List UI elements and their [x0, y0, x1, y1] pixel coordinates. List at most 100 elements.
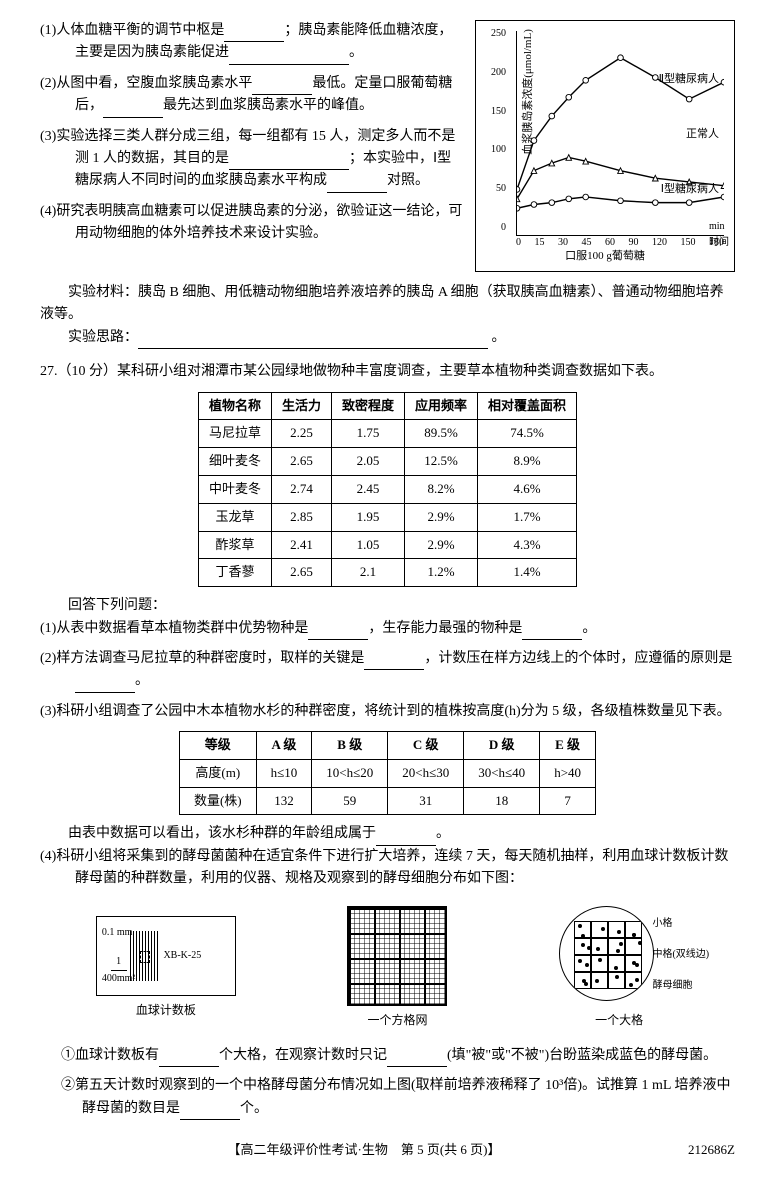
grid-cell [608, 972, 625, 989]
q27-item-1: (1)从表中数据看草本植物类群中优势物种是，生存能力最强的物种是。 [75, 618, 735, 640]
exp-materials: 实验材料：胰岛 B 细胞、用低糖动物细胞培养液培养的胰岛 A 细胞（获取胰高血糖… [40, 282, 735, 327]
text: ，生存能力最强的物种是 [368, 621, 522, 636]
table-row: 丁香蓼2.652.11.2%1.4% [198, 559, 576, 587]
text: 。 [492, 330, 506, 345]
ytick: 200 [481, 65, 506, 81]
table-header: B 级 [312, 732, 388, 760]
table-cell: 8.9% [478, 448, 577, 476]
text: 。 [436, 826, 450, 841]
table-cell: 中叶麦冬 [198, 475, 271, 503]
table-cell: 2.65 [271, 559, 331, 587]
table-header: E 级 [540, 732, 596, 760]
table-cell: 132 [256, 787, 312, 815]
table-cell: 89.5% [405, 420, 478, 448]
table-cell: 数量(株) [179, 787, 256, 815]
table-cell: 1.95 [331, 503, 404, 531]
cl1: 小格 [652, 916, 709, 932]
grid-cell [591, 938, 608, 955]
x-label-time: 时间 [709, 237, 729, 248]
caption3: 一个大格 [559, 1011, 679, 1030]
table-header: A 级 [256, 732, 312, 760]
table-cell: 59 [312, 787, 388, 815]
text: (2)样方法调查马尼拉草的种群密度时，取样的关键是 [40, 651, 364, 666]
q27-item-3b: 由表中数据可以看出，该水杉种群的年龄组成属于 。 [40, 823, 735, 845]
insulin-chart: 血浆胰岛素浓度(μmol/mL) 250 200 150 100 50 0 Ⅱ [475, 20, 735, 272]
text: (填"被"或"不被")台盼蓝染成蓝色的酵母菌。 [447, 1048, 717, 1063]
table-row: 酢浆草2.411.052.9%4.3% [198, 531, 576, 559]
text: 。 [135, 673, 149, 688]
table-cell: 2.41 [271, 531, 331, 559]
table-row: 高度(m)h≤1010<h≤2020<h≤3030<h≤40h>40 [179, 759, 595, 787]
table-cell: 7 [540, 787, 596, 815]
ytick: 150 [481, 104, 506, 120]
tree-table: 等级A 级B 级C 级D 级E 级 高度(m)h≤1010<h≤2020<h≤3… [179, 731, 596, 815]
q27-item-4: (4)科研小组将采集到的酵母菌菌种在适宜条件下进行扩大培养，连续 7 天，每天随… [75, 846, 735, 891]
text: 最先达到血浆胰岛素水平的峰值。 [163, 98, 373, 113]
table-header: 植物名称 [198, 392, 271, 420]
xtick: 120 [652, 235, 667, 251]
table-cell: 酢浆草 [198, 531, 271, 559]
hemocytometer-diagram: 0.1 mm 1 1/400400mm² XB-K-25 血球计数板 [96, 916, 236, 1020]
table-header: 致密程度 [331, 392, 404, 420]
chart-y-ticks: 250 200 150 100 50 0 [481, 26, 506, 236]
table-cell: 20<h≤30 [388, 759, 464, 787]
exp-idea: 实验思路： 。 [40, 327, 735, 349]
xtick: 0 [516, 235, 521, 251]
table-row: 玉龙草2.851.952.9%1.7% [198, 503, 576, 531]
table-cell: 1.75 [331, 420, 404, 448]
grid-diagram: 一个方格网 [347, 906, 447, 1030]
text: ①血球计数板有 [61, 1048, 159, 1063]
text: 实验思路： [68, 330, 138, 345]
chart-x-unit: min 时间 [709, 219, 729, 251]
table-header: C 级 [388, 732, 464, 760]
q27-item-2: (2)样方法调查马尼拉草的种群密度时，取样的关键是，计数压在样方边线上的个体时，… [75, 648, 735, 693]
table-cell: 4.3% [478, 531, 577, 559]
chart-x-caption: 口服100 g葡萄糖 [565, 248, 645, 266]
grid-cell [574, 938, 591, 955]
grid-cell [625, 955, 642, 972]
table-header: 等级 [179, 732, 256, 760]
table-header: 应用频率 [405, 392, 478, 420]
table-cell: 18 [464, 787, 540, 815]
table-cell: 2.45 [331, 475, 404, 503]
caption1: 血球计数板 [96, 1001, 236, 1020]
text: 。 [582, 621, 596, 636]
table-cell: 丁香蓼 [198, 559, 271, 587]
table-row: 中叶麦冬2.742.458.2%4.6% [198, 475, 576, 503]
text: 对照。 [387, 173, 429, 188]
grid-cell [625, 938, 642, 955]
text: 。 [349, 45, 363, 60]
table-cell: 马尼拉草 [198, 420, 271, 448]
ytick: 0 [481, 220, 506, 236]
table-cell: 2.1 [331, 559, 404, 587]
xtick: 15 [535, 235, 545, 251]
table-cell: 30<h≤40 [464, 759, 540, 787]
table-cell: 1.2% [405, 559, 478, 587]
table-header: 相对覆盖面积 [478, 392, 577, 420]
text: (1)人体血糖平衡的调节中枢是 [40, 23, 224, 38]
grid-cell [625, 921, 642, 938]
text: ②第五天计数时观察到的一个中格酵母菌分布情况如上图(取样前培养液稀释了 10³倍… [61, 1078, 730, 1115]
hc-code: XB-K-25 [163, 948, 201, 964]
grid-cell [608, 955, 625, 972]
caption2: 一个方格网 [347, 1011, 447, 1030]
xtick: 150 [681, 235, 696, 251]
footer-center: 【高二年级评价性考试·生物 第 5 页(共 6 页)】 [228, 1140, 501, 1161]
hc-label1: 0.1 mm [102, 925, 133, 941]
table-cell: 2.65 [271, 448, 331, 476]
grid-cell [591, 972, 608, 989]
cl2: 中格(双线边) [652, 947, 709, 963]
series-label-normal: 正常人 [686, 126, 719, 144]
table-row: 细叶麦冬2.652.0512.5%8.9% [198, 448, 576, 476]
table-cell: 1.05 [331, 531, 404, 559]
grid-cell [591, 921, 608, 938]
table-cell: 高度(m) [179, 759, 256, 787]
x-unit: min [709, 221, 725, 232]
text: (4)科研小组将采集到的酵母菌菌种在适宜条件下进行扩大培养，连续 7 天，每天随… [40, 849, 728, 886]
text: 由表中数据可以看出，该水杉种群的年龄组成属于 [68, 826, 376, 841]
text: ，计数压在样方边线上的个体时，应遵循的原则是 [424, 651, 732, 666]
q27-sub1: ①血球计数板有个大格，在观察计数时只记(填"被"或"不被")台盼蓝染成蓝色的酵母… [82, 1045, 735, 1067]
grid-cell [574, 972, 591, 989]
table-cell: 1.7% [478, 503, 577, 531]
table-header: D 级 [464, 732, 540, 760]
